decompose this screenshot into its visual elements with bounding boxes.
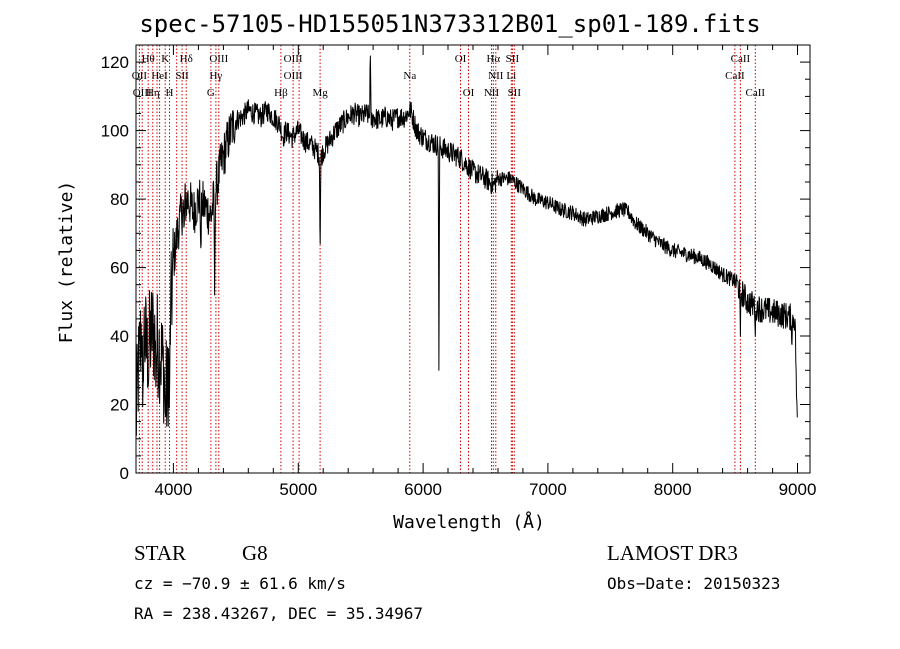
spectral-line-label: OIII bbox=[284, 70, 303, 82]
spectral-line-label: OIII bbox=[284, 53, 303, 65]
y-tick-label: 100 bbox=[101, 122, 129, 141]
spectral-line-label: HeI bbox=[151, 70, 168, 82]
spectral-line-label: H bbox=[166, 87, 174, 99]
chart-title: spec-57105-HD155051N373312B01_sp01-189.f… bbox=[139, 10, 761, 38]
spectral-line-label: SII bbox=[175, 70, 189, 82]
y-tick-label: 40 bbox=[110, 327, 129, 346]
y-tick-label: 120 bbox=[101, 53, 129, 72]
spectral-line-label: Hη bbox=[146, 87, 160, 99]
spectral-line-label: Hβ bbox=[274, 87, 288, 99]
spectral-line-label: OI bbox=[455, 53, 467, 65]
x-tick-label: 5000 bbox=[279, 480, 317, 499]
coordinates-text: RA = 238.43267, DEC = 35.34967 bbox=[134, 604, 423, 623]
redshift-text: cz = −70.9 ± 61.6 km/s bbox=[134, 574, 346, 593]
spectral-line-label: K bbox=[161, 53, 169, 65]
spectral-line-label: CaII bbox=[731, 53, 751, 65]
spectral-subclass: G8 bbox=[242, 541, 268, 565]
y-tick-label: 80 bbox=[110, 190, 129, 209]
y-axis-label: Flux (relative) bbox=[56, 181, 77, 344]
y-tick-label: 0 bbox=[120, 464, 129, 483]
spectral-line-label: Na bbox=[403, 70, 416, 82]
x-axis-label: Wavelength (Å) bbox=[393, 511, 545, 533]
spectral-line-label: OI bbox=[463, 87, 475, 99]
spectral-line-label: SII bbox=[506, 53, 520, 65]
y-tick-label: 60 bbox=[110, 259, 129, 278]
spectral-line-label: NII bbox=[484, 87, 500, 99]
spectral-line-markers bbox=[138, 45, 756, 473]
spectral-line-label: Mg bbox=[312, 87, 328, 99]
spectral-line-label: Hα bbox=[486, 53, 500, 65]
survey-name: LAMOST DR3 bbox=[607, 541, 738, 565]
spectral-line-label: OIII bbox=[209, 53, 228, 65]
spectral-line-label: Hδ bbox=[180, 53, 193, 65]
spectrum-series bbox=[135, 55, 798, 436]
spectral-line-label: CaII bbox=[725, 70, 745, 82]
plot-axes: 4000 5000 6000 7000 8000 9000 0 20 40 60 80 100 120 bbox=[101, 44, 817, 499]
flux-line bbox=[135, 55, 798, 436]
spectral-line-label: Li bbox=[506, 70, 516, 82]
spectral-line-label: Hγ bbox=[209, 70, 222, 82]
spectral-line-label: G bbox=[207, 87, 215, 99]
spectral-line-labels: Hθ K Hδ OIII OIII OI Hα SII CaII OII HeI SII Hγ OIII N… bbox=[132, 53, 766, 99]
observation-date: Obs−Date: 20150323 bbox=[607, 574, 781, 593]
spectral-line-label: Hθ bbox=[142, 53, 155, 65]
x-tick-label: 4000 bbox=[154, 480, 192, 499]
spectral-line-label: CaII bbox=[746, 87, 766, 99]
y-tick-label: 20 bbox=[110, 396, 129, 415]
x-tick-label: 6000 bbox=[404, 480, 442, 499]
x-tick-label: 7000 bbox=[529, 480, 567, 499]
object-class: STAR bbox=[134, 541, 186, 565]
x-tick-label: 9000 bbox=[779, 480, 817, 499]
spectral-line-label: NII bbox=[488, 70, 504, 82]
spectral-line-label: SII bbox=[508, 87, 522, 99]
x-tick-label: 8000 bbox=[654, 480, 692, 499]
spectral-line-label: OII bbox=[132, 70, 148, 82]
